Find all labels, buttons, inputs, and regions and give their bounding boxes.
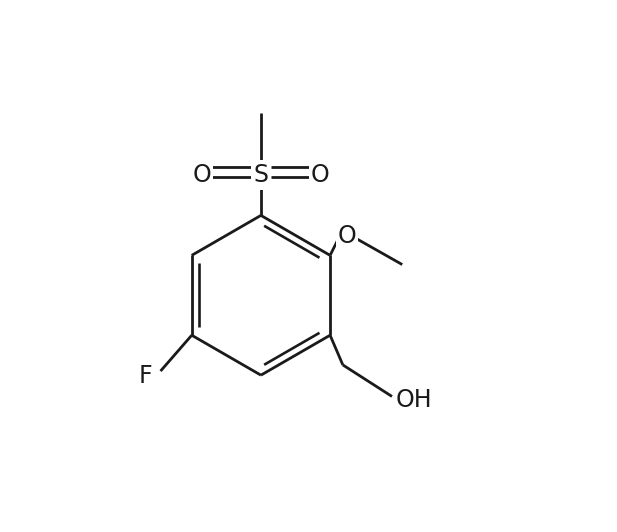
Text: F: F [139,363,152,388]
Text: S: S [254,163,268,187]
Text: O: O [192,163,211,187]
Text: O: O [311,163,329,187]
Text: O: O [337,225,356,248]
Text: OH: OH [396,388,433,412]
